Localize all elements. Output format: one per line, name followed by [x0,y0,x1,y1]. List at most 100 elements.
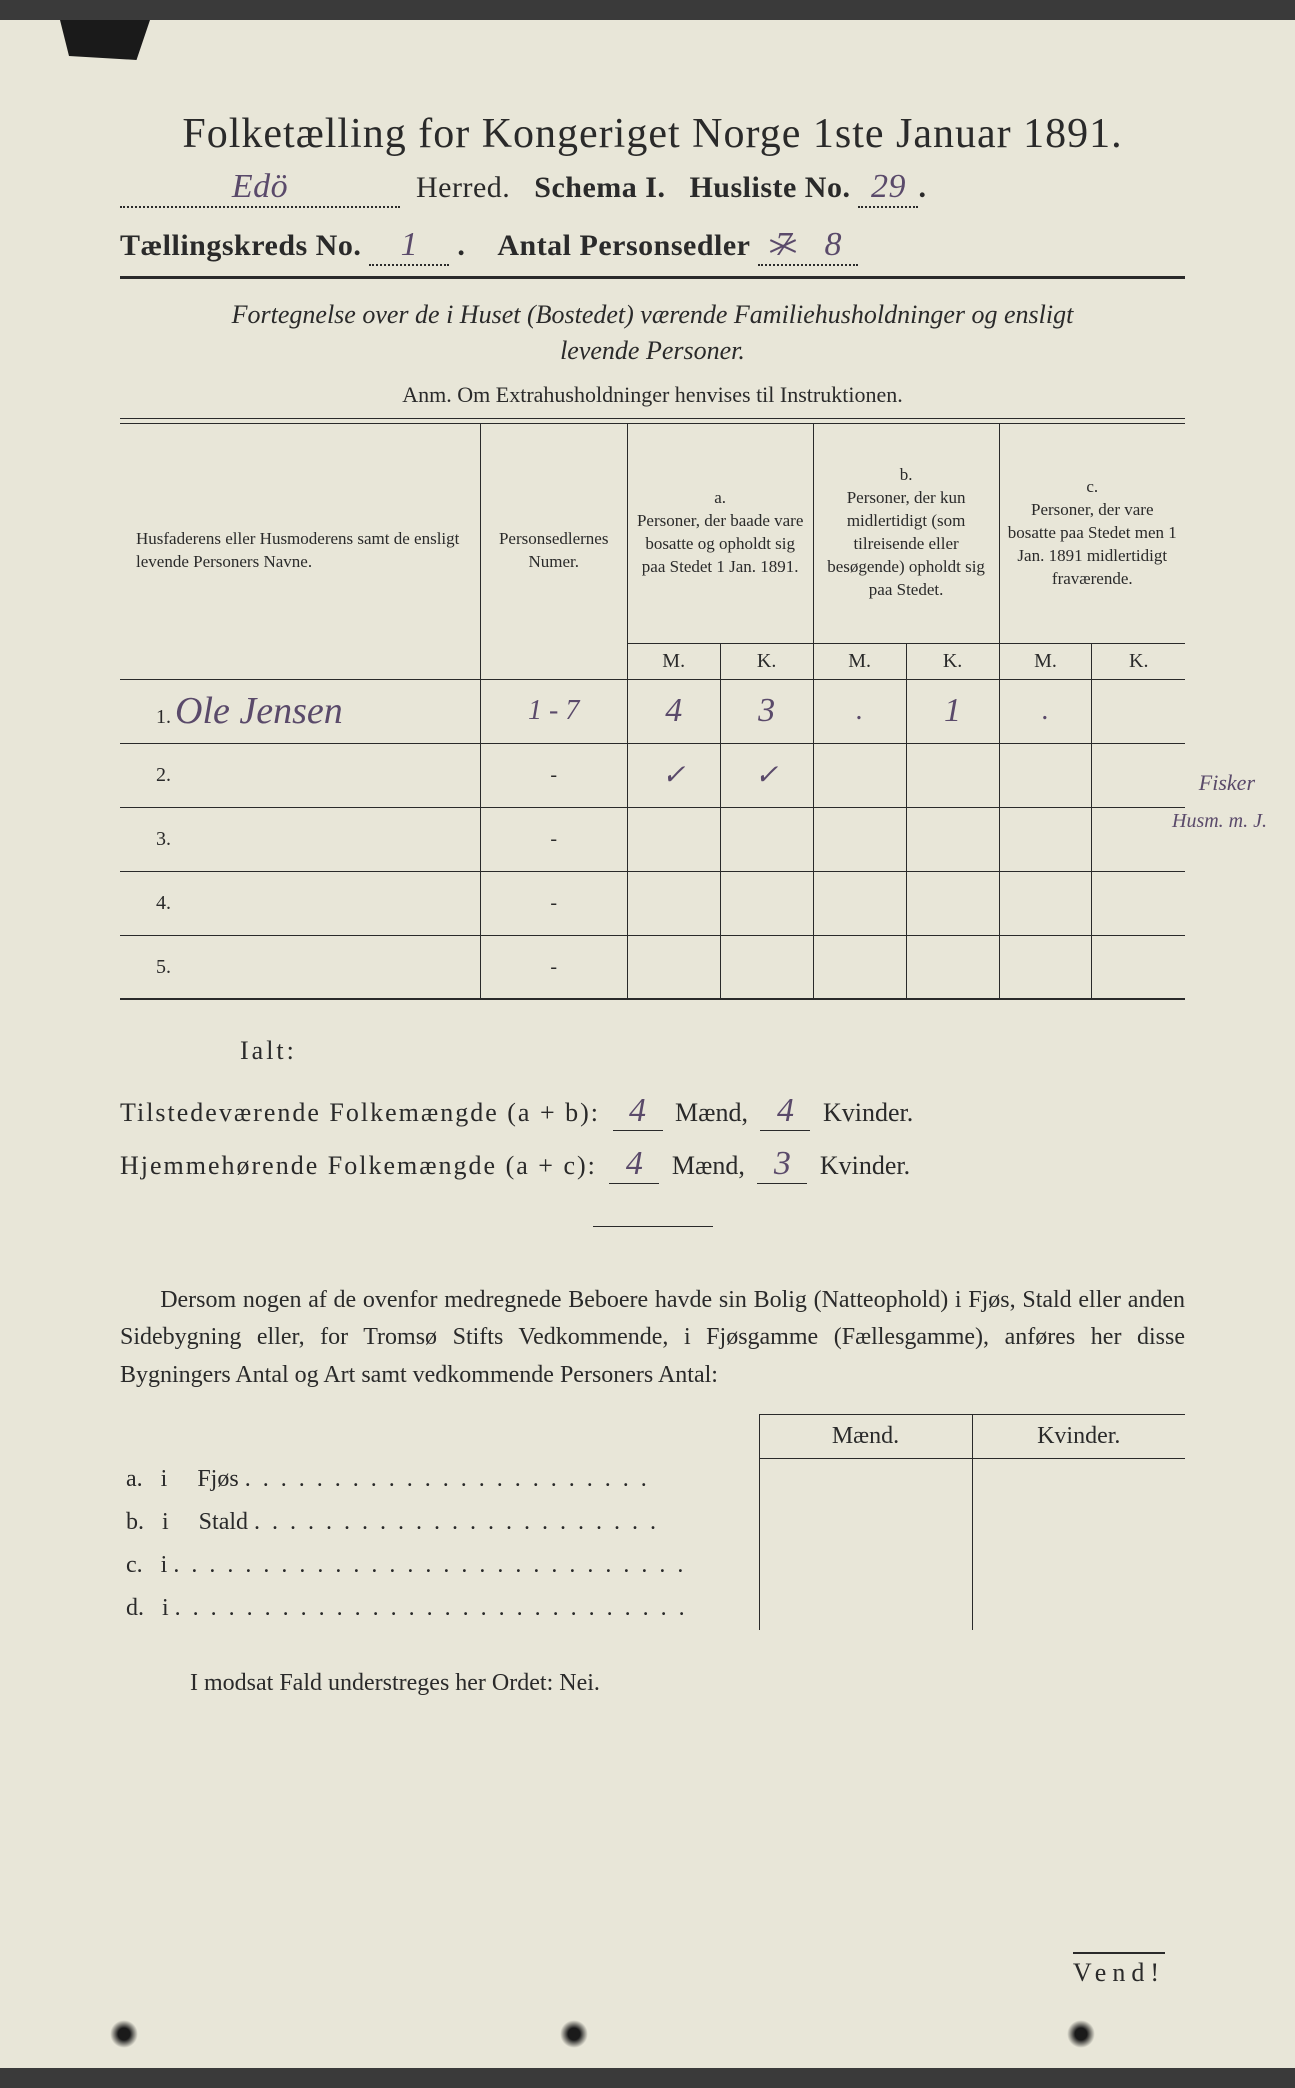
sb-row: b. i Stald . . . . . . . . . . . . . . .… [120,1501,1185,1544]
b-m: M. [813,643,906,679]
fortegnelse-block: Fortegnelse over de i Huset (Bostedet) v… [120,297,1185,370]
a-k: K. [720,643,813,679]
table-row: 2. - ✓ ✓ [120,743,1185,807]
ialt-line-2: Hjemmehørende Folkemængde (a + c): 4 Mæn… [120,1145,1185,1184]
nei-line: I modsat Fald understreges her Ordet: Ne… [190,1670,1185,1697]
ialt-label: Ialt: [240,1036,1185,1066]
census-form-page: Folketælling for Kongeriget Norge 1ste J… [0,20,1295,2068]
row-num: 3. [136,828,170,851]
kvinder-label: Kvinder. [820,1151,910,1180]
herred-value: Edö [232,168,288,205]
cell: . [856,695,863,726]
binding-hole [110,2020,138,2048]
sb-i: i [161,1552,168,1578]
vend-label: Vend! [1073,1952,1165,1988]
a-m: M. [627,643,720,679]
sb-row: d. i . . . . . . . . . . . . . . . . . .… [120,1587,1185,1630]
cell: 4 [665,692,682,729]
col-b-top: b. [900,465,913,484]
antal-struck: 7 [775,226,793,264]
main-title: Folketælling for Kongeriget Norge 1ste J… [120,110,1185,158]
husliste-field: 29 [858,168,918,208]
row-num: 4. [136,892,170,915]
herred-label: Herred. [416,171,510,204]
sb-kvinder: Kvinder. [972,1414,1185,1458]
herred-field: Edö [120,168,400,208]
row-num: 2. [136,764,170,787]
table-row: 5. - [120,935,1185,999]
col-a-top: a. [714,488,726,507]
sb-row: a. i Fjøs . . . . . . . . . . . . . . . … [120,1458,1185,1501]
row-num: 5. [136,956,170,979]
col-c-top: c. [1086,477,1098,496]
sb-maend: Mænd. [759,1414,972,1458]
col1-header: Husfaderens eller Husmoderens samt de en… [136,529,459,571]
cell: ✓ [755,760,778,791]
row-num: 1. [136,706,170,729]
binding-hole [1067,2020,1095,2048]
anm-line: Anm. Om Extrahusholdninger henvises til … [120,382,1185,408]
ialt-line-1: Tilstedeværende Folkemængde (a + b): 4 M… [120,1092,1185,1131]
cell: - [550,764,557,786]
col2-header: Personsedlernes Numer. [499,529,609,571]
antal-value: 8 [824,226,842,263]
fortegnelse-line2: levende Personer. [560,336,745,365]
col-b-header: Personer, der kun midlertidigt (som tilr… [827,488,985,599]
husliste-value: 29 [871,168,906,205]
divider-2 [120,418,1185,419]
fortegnelse-line1: Fortegnelse over de i Huset (Bostedet) v… [232,300,1074,329]
antal-label: Antal Personsedler [497,229,750,262]
dersom-text: Dersom nogen af de ovenfor medregnede Be… [120,1287,1185,1387]
sb-k: c. [126,1552,143,1578]
sb-label: Stald [199,1509,248,1535]
maend-label: Mænd, [672,1151,745,1180]
kreds-field: 1 [369,226,449,266]
husliste-label: Husliste No. [689,171,850,204]
ialt2-m: 4 [626,1145,643,1182]
cell: 1 [944,692,961,729]
totals-block: Ialt: Tilstedeværende Folkemængde (a + b… [120,1036,1185,1184]
sb-i: i [161,1466,168,1492]
sb-i: i [162,1595,169,1621]
sb-i: i [162,1509,169,1535]
cell: 1 - 7 [528,695,579,726]
cell: - [550,956,557,978]
cell: ✓ [662,760,685,791]
schema-label: Schema I. [534,171,665,204]
c-k: K. [1092,643,1185,679]
header-line-3: Tællingskreds No. 1 . Antal Personsedler… [120,226,1185,266]
side-note-husm: Husm. m. J. [1172,810,1267,833]
household-table: Husfaderens eller Husmoderens samt de en… [120,423,1185,1001]
table-row: 4. - [120,871,1185,935]
col-c-header: Personer, der vare bosatte paa Stedet me… [1008,500,1177,588]
kreds-value: 1 [401,226,419,263]
sidebygning-table: Mænd. Kvinder. a. i Fjøs . . . . . . . .… [120,1414,1185,1631]
dersom-paragraph: Dersom nogen af de ovenfor medregnede Be… [120,1282,1185,1394]
b-k: K. [906,643,999,679]
table-row: 1. Ole Jensen 1 - 7 4 3 . 1 . [120,679,1185,743]
ialt2-k: 3 [774,1145,791,1182]
ialt1-m: 4 [629,1092,646,1129]
col-a-header: Personer, der baade vare bosatte og opho… [637,511,803,576]
sb-k: b. [126,1509,144,1535]
cell: . [1042,695,1049,726]
antal-field: 7 8 [758,226,858,266]
small-divider [120,1214,1185,1232]
sb-k: a. [126,1466,143,1492]
table-row: 3. - [120,807,1185,871]
sb-k: d. [126,1595,144,1621]
kreds-label: Tællingskreds No. [120,229,361,262]
ialt2-text: Hjemmehørende Folkemængde (a + c): [120,1151,597,1180]
binding-hole [560,2020,588,2048]
header-line-2: Edö Herred. Schema I. Husliste No. 29 . [120,168,1185,208]
page-corner-tear [60,20,150,60]
household-name: Ole Jensen [175,690,343,732]
divider-1 [120,276,1185,279]
sb-label: Fjøs [197,1466,238,1492]
cell: - [550,828,557,850]
sb-row: c. i . . . . . . . . . . . . . . . . . .… [120,1544,1185,1587]
ialt1-text: Tilstedeværende Folkemængde (a + b): [120,1098,600,1127]
ialt1-k: 4 [777,1092,794,1129]
kvinder-label: Kvinder. [823,1098,913,1127]
cell: 3 [758,692,775,729]
